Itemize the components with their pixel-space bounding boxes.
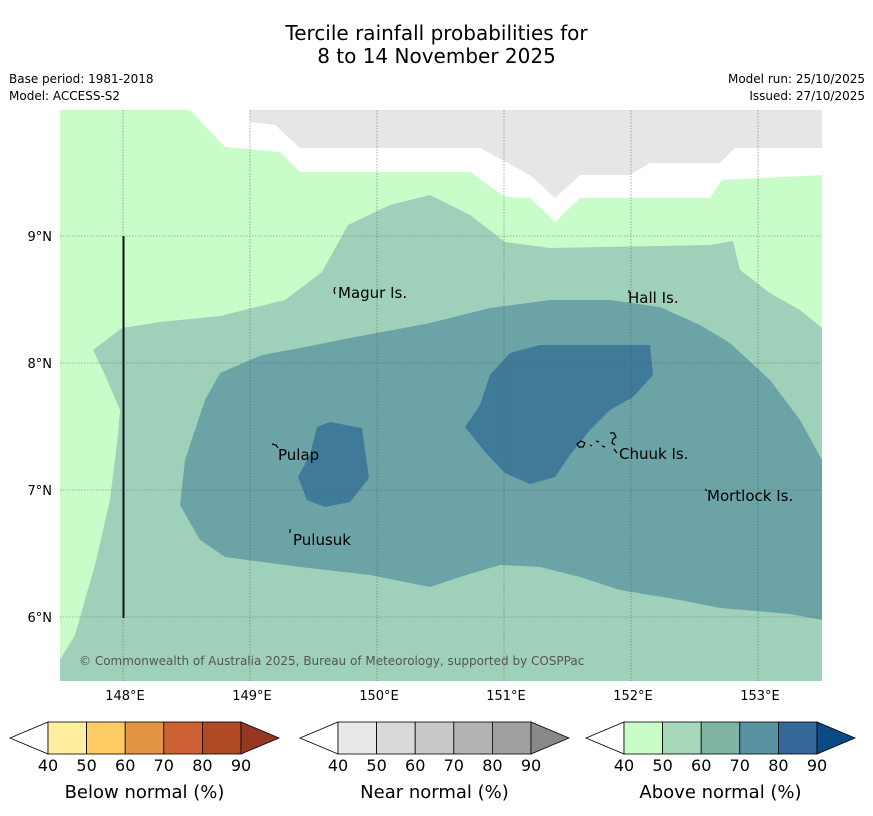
y-axis-ticks: 9°N 8°N 7°N 6°N [28,230,53,626]
above-normal-70-80-region-chuuk [465,345,653,484]
x-axis-ticks: 148°E 149°E 150°E 151°E 152°E 153°E [105,689,780,704]
credit-text: © Commonwealth of Australia 2025, Bureau… [79,654,584,668]
colorbar-tick-label: 90 [231,756,251,775]
meta-right: Model run: 25/10/2025 Issued: 27/10/2025 [728,71,865,105]
near-normal-region [250,110,822,198]
colorbar-tick-label: 50 [76,756,96,775]
mortlock-island-shape [704,488,708,492]
colorbar-tick-label: 60 [115,756,135,775]
colorbar-tick-label: 60 [405,756,425,775]
colorbar-swatch [491,721,532,755]
colorbar-tick-label: 50 [366,756,386,775]
place-label-hall: Hall Is. [628,289,679,307]
x-tick-label: 149°E [232,689,272,704]
colorbar-tick-label: 90 [521,756,541,775]
colorbar-near-normal: 40 50 60 70 80 90 Near normal (%) [298,721,571,803]
colorbar-tick-label: 40 [614,756,634,775]
title-line-1: Tercile rainfall probabilities for [285,21,588,45]
y-tick-label: 8°N [28,357,53,372]
colorbar-swatch [376,721,416,755]
place-label-chuuk: Chuuk Is. [619,445,688,463]
x-tick-label: 151°E [486,689,526,704]
colorbar-tick-label: 70 [444,756,464,775]
colorbar-tick-label: 50 [652,756,672,775]
map-plot-area: Magur Is. Hall Is. Pulap Chuuk Is. Mortl… [60,110,822,681]
colorbar-title: Near normal (%) [360,782,509,803]
place-label-pulap: Pulap [278,446,319,464]
x-tick-label: 148°E [105,689,145,704]
colorbar-title: Above normal (%) [639,782,801,803]
title-line-2: 8 to 14 November 2025 [317,44,556,68]
chuuk-island-shape [576,432,618,454]
colorbar-tick-label: 90 [807,756,827,775]
place-label-pulusuk: Pulusuk [293,531,351,549]
colorbar-min-extension [298,721,339,755]
x-tick-label: 153°E [740,689,780,704]
colorbar-max-extension [816,721,857,755]
colorbar-tick-label: 80 [192,756,212,775]
colorbar-swatch [124,721,165,755]
issued-text: Issued: 27/10/2025 [749,89,865,103]
x-tick-label: 152°E [613,689,653,704]
colorbar-tick-label: 40 [38,756,58,775]
colorbar-swatch [623,721,663,755]
above-normal-70-80-region-pulap [298,422,369,507]
colorbar-tick-label: 60 [691,756,711,775]
colorbar-swatch [201,721,242,755]
colorbar-swatch [414,721,455,755]
islands [271,286,708,533]
colorbar-tick-label: 70 [730,756,750,775]
graticule [60,110,822,681]
colorbar-min-extension [584,721,625,755]
colorbar-swatch [777,721,818,755]
colorbar-swatch [662,721,702,755]
model-text: Model: ACCESS-S2 [9,89,121,103]
map-title: Tercile rainfall probabilities for 8 to … [0,22,873,68]
colorbar-tick-label: 70 [154,756,174,775]
colorbar-tick-label: 80 [482,756,502,775]
colorbar-tick-label: 80 [768,756,788,775]
y-tick-label: 6°N [28,611,53,626]
x-tick-label: 150°E [359,689,399,704]
place-label-mortlock: Mortlock Is. [707,487,793,505]
pulap-island-shape [271,443,279,449]
colorbar-swatch [739,721,779,755]
colorbar-swatch [700,721,741,755]
colorbar-swatch [337,721,377,755]
colorbar-tick-label: 40 [328,756,348,775]
model-run-text: Model run: 25/10/2025 [727,72,865,86]
base-period-text: Base period: 1981-2018 [9,72,154,86]
meta-left: Base period: 1981-2018 Model: ACCESS-S2 [9,71,154,105]
colorbar-swatch [163,721,203,755]
colorbar-title: Below normal (%) [65,782,225,803]
y-tick-label: 9°N [28,230,53,245]
colorbar-swatch [47,721,87,755]
colorbar-min-extension [8,721,49,755]
place-label-magur: Magur Is. [338,284,407,302]
colorbar-below-normal: 40 50 60 70 80 90 Below normal (%) [8,721,281,803]
y-tick-label: 7°N [28,484,53,499]
colorbar-max-extension [240,721,281,755]
magur-island-shape [333,286,336,295]
colorbar-swatch [453,721,493,755]
colorbar-above-normal: 40 50 60 70 80 90 Above normal (%) [584,721,857,803]
colorbar-swatch [86,721,126,755]
colorbar-max-extension [530,721,571,755]
